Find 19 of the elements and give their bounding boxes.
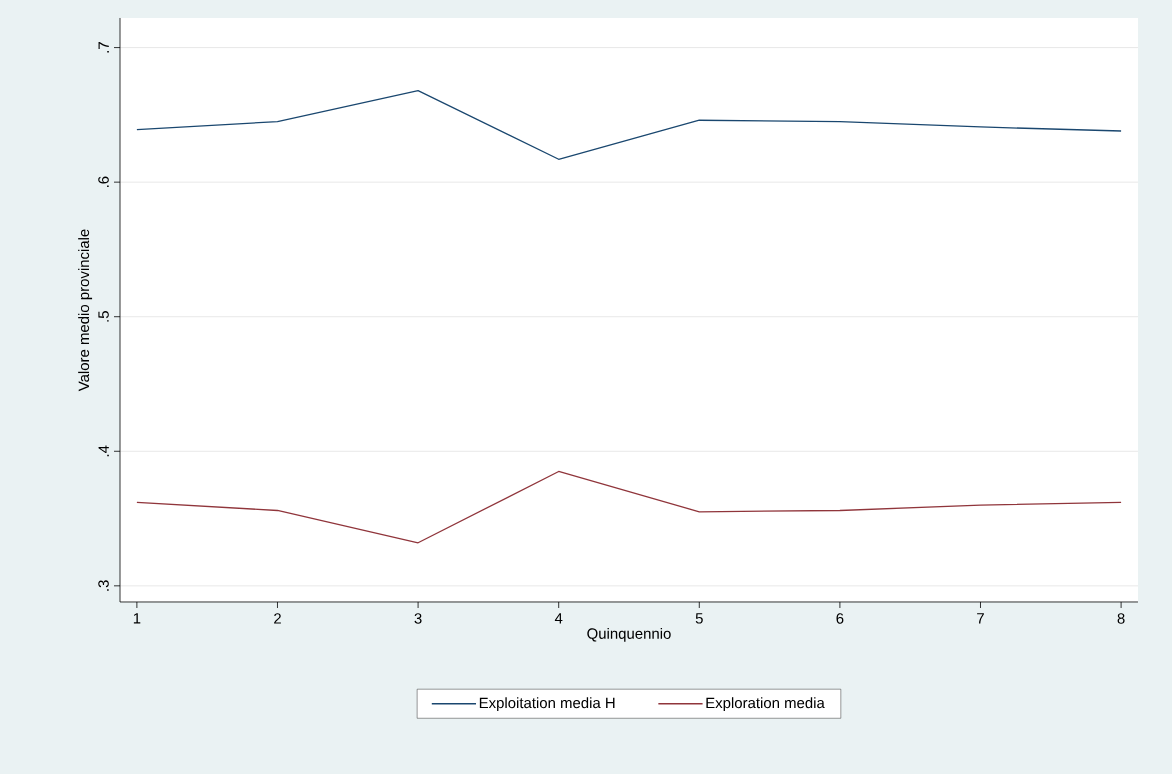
line-series — [136, 89, 1122, 160]
y-tick-label: .4 — [98, 445, 109, 457]
x-tick-label: 4 — [554, 613, 563, 624]
y-tick-label: .6 — [98, 176, 109, 188]
legend-label: Exploration media — [706, 697, 825, 712]
x-tick-label: 7 — [977, 613, 984, 624]
x-tick-label: 8 — [1117, 613, 1125, 624]
y-tick-label: .3 — [98, 580, 109, 591]
x-tick-label: 2 — [274, 613, 281, 624]
x-tick-label: 3 — [414, 613, 422, 624]
x-tick-label: 1 — [133, 613, 141, 624]
x-tick-label: 6 — [836, 613, 844, 624]
legend-label: Exploitation media H — [479, 697, 615, 712]
x-axis-title: Quinquennio — [587, 627, 671, 642]
x-tick-label: 5 — [695, 613, 703, 624]
y-axis-title: Valore medio provinciale — [78, 229, 93, 392]
y-tick-label: .5 — [98, 311, 109, 322]
line-series — [136, 470, 1122, 544]
y-tick-label: .7 — [98, 42, 109, 53]
